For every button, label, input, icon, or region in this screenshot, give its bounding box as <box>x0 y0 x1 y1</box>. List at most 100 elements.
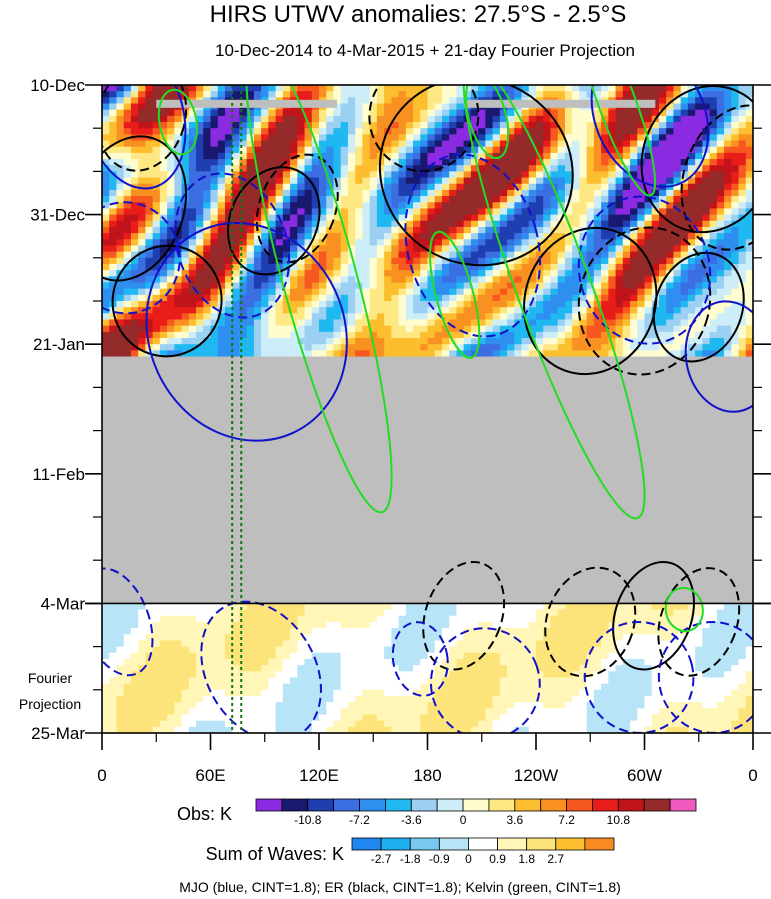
obs-cell <box>449 97 458 105</box>
obs-cell <box>282 122 291 129</box>
obs-cell <box>528 313 537 321</box>
obs-cell <box>326 288 335 296</box>
obs-cell <box>282 301 291 308</box>
projection-cell <box>232 658 241 666</box>
obs-cell <box>405 282 414 290</box>
obs-cell <box>579 159 588 166</box>
obs-cell <box>261 257 269 265</box>
projection-cell <box>297 646 306 654</box>
obs-cell <box>355 85 363 92</box>
obs-cell <box>449 313 458 321</box>
obs-cell <box>102 91 110 98</box>
obs-cell <box>658 177 667 185</box>
obs-cell <box>203 189 212 197</box>
obs-cell <box>210 239 219 247</box>
obs-cell <box>492 140 501 148</box>
obs-cell <box>138 91 146 98</box>
obs-cell <box>463 171 472 179</box>
projection-cell <box>731 621 740 629</box>
projection-cell <box>123 652 132 660</box>
obs-cell <box>492 196 501 203</box>
projection-cell <box>369 646 378 654</box>
projection-cell <box>232 652 241 660</box>
obs-cell <box>536 331 544 339</box>
obs-cell <box>196 171 204 179</box>
obs-cell <box>232 239 241 247</box>
obs-cell <box>601 338 609 345</box>
obs-cell <box>232 245 241 253</box>
obs-cell <box>123 245 132 253</box>
obs-cell <box>644 214 653 222</box>
obs-cell <box>398 245 407 253</box>
obs-cell <box>347 226 356 234</box>
obs-cell <box>695 177 703 185</box>
obs-cell <box>405 338 414 345</box>
obs-cell <box>239 134 248 142</box>
projection-cell <box>116 652 125 660</box>
obs-cell <box>724 115 732 123</box>
obs-cell <box>333 140 342 148</box>
obs-cell <box>210 134 219 142</box>
obs-cell <box>485 239 494 247</box>
obs-cell <box>470 263 479 271</box>
projection-cell <box>232 646 241 654</box>
obs-cell <box>738 344 747 351</box>
projection-cell <box>210 646 219 654</box>
obs-cell <box>347 233 356 240</box>
obs-cell <box>441 276 450 284</box>
projection-cell <box>246 634 255 642</box>
projection-cell <box>470 603 479 611</box>
projection-cell <box>745 628 753 635</box>
obs-cell <box>203 344 212 351</box>
obs-cell <box>499 350 508 358</box>
obs-cell <box>340 251 349 259</box>
projection-cell <box>680 640 689 648</box>
obs-cell <box>658 338 667 345</box>
obs-cell <box>658 140 667 148</box>
obs-cell <box>673 208 682 216</box>
obs-cell <box>116 263 125 271</box>
obs-cell <box>319 171 327 179</box>
obs-cell <box>333 152 342 160</box>
obs-cell <box>644 251 653 259</box>
obs-cell <box>738 122 747 129</box>
obs-cell <box>405 319 414 327</box>
projection-cell <box>716 615 725 623</box>
obs-cell <box>297 270 306 277</box>
obs-cell <box>217 171 226 179</box>
obs-cell <box>492 159 501 166</box>
obs-cell <box>449 245 458 253</box>
obs-cell <box>630 245 638 253</box>
obs-cell <box>586 183 595 191</box>
obs-cell <box>253 307 262 314</box>
obs-cell <box>102 301 110 308</box>
obs-cell <box>449 288 458 296</box>
obs-cell <box>196 91 204 98</box>
obs-cell <box>275 140 284 148</box>
obs-cell <box>130 91 139 98</box>
obs-cell <box>210 282 219 290</box>
projection-cell <box>441 634 450 642</box>
projection-cell <box>275 652 284 660</box>
obs-cell <box>268 251 277 259</box>
obs-cell <box>543 189 552 197</box>
obs-cell <box>224 115 233 123</box>
obs-cell <box>738 97 747 105</box>
projection-cell <box>514 640 523 648</box>
obs-cell <box>311 189 320 197</box>
projection-cell <box>463 640 472 648</box>
obs-cell <box>181 208 190 216</box>
obs-cell <box>485 233 494 240</box>
obs-cell <box>564 134 573 142</box>
obs-cell <box>615 128 624 135</box>
obs-cell <box>608 288 617 296</box>
obs-cell <box>687 159 696 166</box>
obs-cell <box>239 189 248 197</box>
obs-cell <box>152 146 161 154</box>
obs-cell <box>174 140 183 148</box>
obs-cell <box>362 115 371 123</box>
obs-cell <box>398 128 407 135</box>
obs-cell <box>311 319 320 327</box>
obs-cell <box>239 294 248 302</box>
obs-cell <box>376 294 385 302</box>
